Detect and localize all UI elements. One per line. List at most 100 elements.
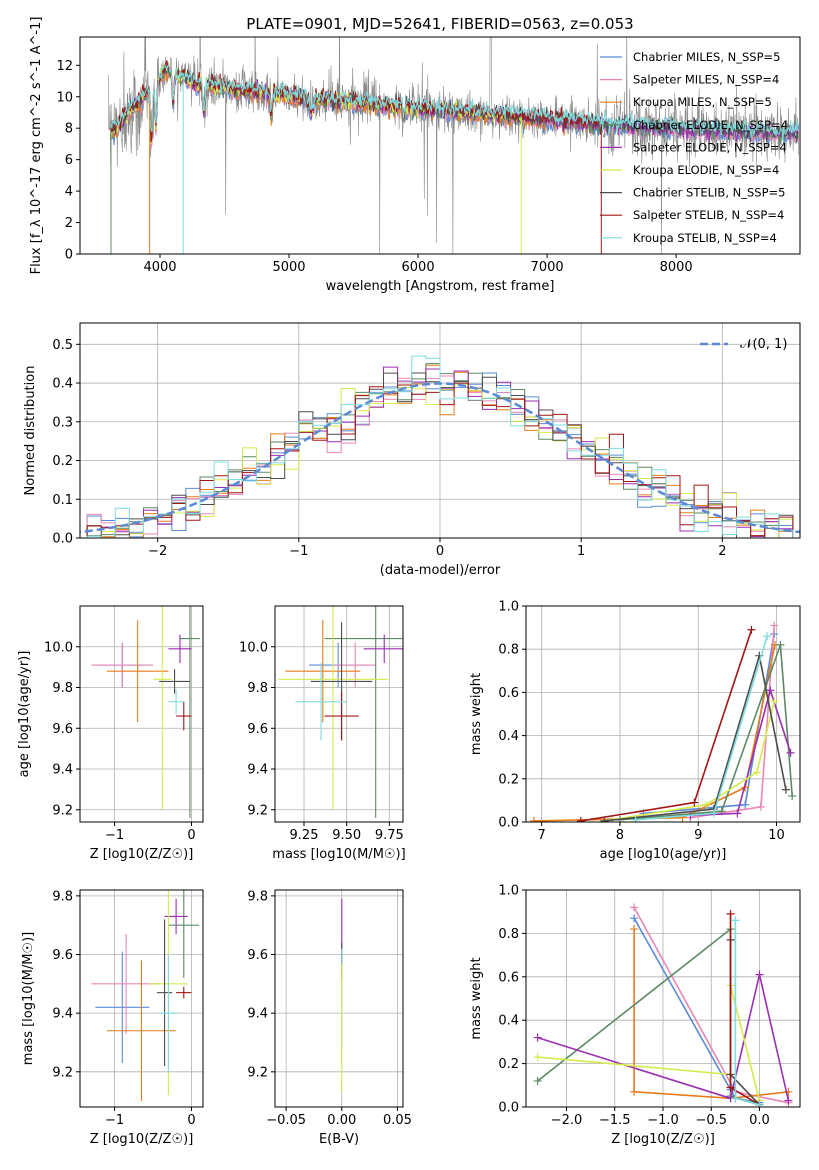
x-tick-label: −0.5: [695, 1113, 727, 1128]
weight-marker: [702, 800, 711, 809]
weight-marker: [533, 1076, 542, 1085]
x-tick-label: 10: [768, 828, 785, 843]
x-tick-label: 8000: [660, 260, 693, 275]
panel-spectrum: 4000 5000 6000 7000 8000 0 2 4 6 8 10 12 wavelength …: [29, 17, 801, 294]
y-axis-label: mass weight: [469, 957, 484, 1039]
x-tick-label: 9: [694, 828, 702, 843]
weight-marker: [776, 640, 785, 649]
panel-residuals: −2 −1 0 1 2 0.0 0.1 0.2 0.3 0.4 0.5 (data-model)/er…: [23, 322, 801, 578]
errorbar-kroupa-stelib: [159, 954, 178, 1072]
errorbar-chabrier-stelib: [159, 669, 190, 694]
panel-mass_vs_Z: −1 0 9.2 9.4 9.6 9.8 Z [log10(Z/Z☉)] mass [log1…: [21, 889, 204, 1147]
x-axis-label: Z [log10(Z/Z☉)]: [611, 1132, 715, 1147]
y-tick-label: 0: [65, 248, 73, 263]
errorbar-salpeter-stelib: [324, 691, 359, 741]
x-tick-label: 7: [538, 828, 546, 843]
x-tick-label: 2: [718, 544, 726, 559]
weight-marker: [788, 792, 797, 801]
y-tick-label: 0.8: [498, 927, 519, 942]
panel-weight_vs_age: 7 8 9 10 0.0 0.2 0.4 0.6 0.8 1.0 age [log10(age/yr…: [469, 600, 801, 862]
weight-line: [633, 929, 789, 1100]
errorbar-kroupa-stelib: [295, 663, 347, 741]
legend-label-chabrier-elodie: Chabrier ELODIE, N_SSP=4: [633, 118, 788, 132]
weight-marker: [755, 1100, 764, 1107]
plot-area: [108, 37, 799, 254]
weight-series-kroupa-elodie: [608, 697, 779, 822]
x-tick-label: −1: [289, 544, 308, 559]
plot-area: [91, 606, 200, 818]
weight-series-salpeter-elodie: [533, 970, 793, 1105]
errorbar-salpeter-miles: [91, 642, 154, 688]
weight-series-kroupa-stelib: [631, 632, 772, 822]
errorbar-kroupa-elodie: [153, 606, 172, 810]
legend-label-kroupa-elodie: Kroupa ELODIE, N_SSP=4: [633, 163, 779, 177]
y-tick-label: 9.6: [52, 722, 73, 737]
y-tick-label: 9.8: [247, 889, 268, 904]
weight-marker: [755, 970, 764, 979]
y-tick-label: 9.6: [247, 948, 268, 963]
axes-frame: [79, 889, 204, 1108]
panel-age_vs_Z: −1 0 9.2 9.4 9.6 9.8 10.0 Z [log10(Z/Z☉)] age [l…: [17, 605, 204, 862]
y-tick-label: 10: [56, 90, 73, 105]
y-tick-label: 0.6: [498, 686, 519, 701]
y-axis-label: Flux [f_λ 10^-17 erg cm^-2 s^-1 A^-1]: [29, 17, 44, 275]
y-tick-label: 0.8: [498, 643, 519, 658]
y-tick-label: 9.2: [52, 803, 73, 818]
y-tick-label: 0.2: [498, 1057, 519, 1072]
y-tick-label: 0.4: [52, 377, 73, 392]
weight-marker: [741, 800, 750, 809]
weight-line: [619, 644, 793, 821]
errorbar-salpeter-stelib: [176, 701, 192, 731]
y-tick-label: 6: [65, 153, 73, 168]
errorbar-kroupa-stelib: [168, 689, 184, 714]
x-axis-label: E(B-V): [319, 1132, 359, 1147]
errorbar-kroupa-miles: [285, 620, 361, 723]
y-tick-label: 9.4: [247, 763, 268, 778]
spectrum-legend: Chabrier MILES, N_SSP=5 Salpeter MILES, N…: [600, 50, 788, 245]
x-axis-label: age [log10(age/yr)]: [600, 847, 727, 862]
legend-label-normal: 𝒩(0, 1): [740, 337, 787, 352]
axes-frame: [274, 605, 404, 823]
x-axis-label: Z [log10(Z/Z☉)]: [90, 1132, 194, 1147]
weight-marker: [630, 914, 639, 923]
weight-marker: [600, 816, 609, 822]
plot-area: [278, 606, 403, 818]
weight-marker: [726, 1083, 735, 1092]
weight-marker: [630, 903, 639, 912]
weight-marker: [786, 748, 795, 757]
weight-marker: [533, 1033, 542, 1042]
plot-area: [529, 621, 797, 822]
errorbar-chabrier-elodie: [179, 606, 200, 818]
weight-marker: [690, 798, 699, 807]
x-tick-label: 0: [187, 828, 195, 843]
x-tick-label: 0.0: [749, 1113, 770, 1128]
weight-line: [604, 655, 787, 822]
weight-marker: [756, 802, 765, 811]
weight-marker: [770, 697, 779, 706]
weight-marker: [770, 621, 779, 630]
y-tick-label: 0.1: [52, 493, 73, 508]
weight-marker: [731, 1094, 740, 1103]
x-tick-label: 5000: [272, 260, 305, 275]
errorbar-chabrier-stelib: [156, 919, 173, 1066]
y-tick-label: 9.2: [247, 803, 268, 818]
y-tick-label: 0.2: [52, 454, 73, 469]
y-tick-label: 0.0: [498, 1101, 519, 1116]
weight-series-salpeter-stelib: [576, 625, 756, 822]
x-tick-label: −1: [105, 1113, 124, 1128]
y-tick-label: 9.6: [52, 948, 73, 963]
weight-marker: [733, 809, 742, 818]
y-axis-label: mass weight: [469, 673, 484, 755]
x-tick-label: 0.00: [327, 1113, 356, 1128]
weight-marker: [529, 816, 538, 822]
weight-line: [611, 700, 775, 821]
x-tick-label: 9.75: [375, 828, 404, 843]
weight-marker: [731, 916, 740, 925]
y-tick-label: 0.4: [498, 1014, 519, 1029]
weight-series-kroupa-stelib: [731, 916, 764, 1107]
x-tick-label: −1: [105, 828, 124, 843]
panel-age_vs_mass: 9.25 9.50 9.75 9.2 9.4 9.6 9.8 10.0 mass [log10(…: [239, 605, 406, 862]
weight-marker: [784, 1096, 793, 1105]
